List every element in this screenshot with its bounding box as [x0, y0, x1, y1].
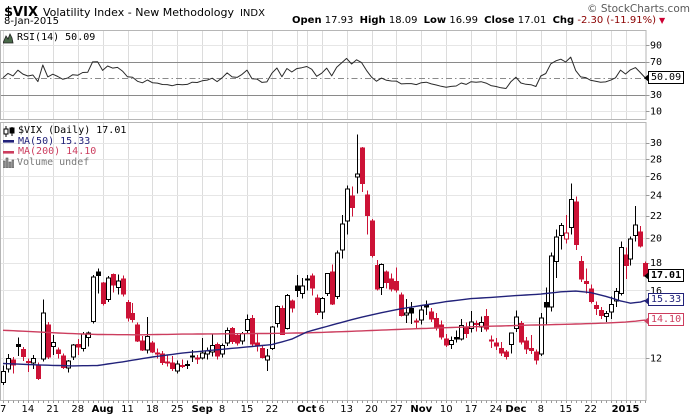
volume-bars-icon: [3, 157, 14, 169]
symbol-exchange: INDX: [239, 8, 265, 19]
svg-text:8: 8: [538, 404, 544, 415]
stockcharts-credit: © StockCharts.com: [587, 3, 690, 15]
symbol-label: $VIX: [4, 5, 38, 20]
svg-text:22: 22: [584, 404, 597, 415]
svg-text:28: 28: [71, 404, 84, 415]
ma50-value: 15.33: [651, 294, 682, 306]
svg-text:20: 20: [650, 233, 662, 244]
close-value: 17.01: [517, 15, 547, 26]
svg-text:20: 20: [365, 404, 378, 415]
chart-header: $VIX Volatility Index - New Methodology IN…: [4, 1, 265, 20]
main-legend-ma200: MA(200) 14.10: [18, 146, 97, 158]
ma50-value-box: 15.33: [644, 293, 685, 307]
svg-text:Dec: Dec: [505, 404, 526, 415]
svg-text:2015: 2015: [612, 404, 640, 415]
svg-text:18: 18: [146, 404, 159, 415]
high-value: 18.09: [388, 15, 418, 26]
box-pointer: [644, 272, 649, 281]
svg-text:28: 28: [650, 154, 662, 165]
svg-text:13: 13: [340, 404, 353, 415]
rsi-area-icon: [3, 32, 14, 44]
svg-text:17: 17: [465, 404, 478, 415]
ma200-value-box: 14.10: [644, 313, 685, 327]
rsi-value-box: 50.09: [644, 70, 685, 84]
svg-text:18: 18: [650, 258, 662, 269]
rsi-legend-label: RSI(14) 50.09: [17, 32, 96, 44]
svg-text:Nov: Nov: [410, 404, 432, 415]
svg-text:12: 12: [650, 353, 662, 364]
main-legend: $VIX (Daily) 17.01 MA(50) 15.33 MA(200) …: [3, 125, 127, 169]
low-value: 16.99: [449, 15, 478, 26]
svg-text:15: 15: [241, 404, 254, 415]
svg-text:26: 26: [650, 172, 662, 183]
open-label: Open: [292, 15, 322, 26]
main-legend-ma50: MA(50) 15.33: [18, 135, 91, 147]
box-pointer: [644, 296, 649, 305]
svg-text:6: 6: [319, 404, 325, 415]
svg-text:70: 70: [650, 57, 662, 68]
svg-text:24: 24: [490, 404, 503, 415]
svg-text:Aug: Aug: [92, 404, 114, 415]
svg-text:7: 7: [0, 404, 6, 415]
chart-date: 8-Jan-2015: [4, 16, 59, 27]
svg-text:22: 22: [266, 404, 279, 415]
svg-text:24: 24: [650, 191, 662, 202]
svg-text:10: 10: [650, 107, 662, 118]
svg-text:16: 16: [650, 286, 662, 297]
rsi-value: 50.09: [651, 71, 682, 83]
svg-text:90: 90: [650, 41, 662, 52]
symbol-name: Volatility Index - New Methodology: [42, 6, 234, 19]
high-label: High: [359, 15, 386, 26]
chg-label: Chg: [552, 15, 575, 26]
rsi-legend: RSI(14) 50.09: [3, 33, 95, 44]
svg-text:30: 30: [650, 90, 662, 101]
svg-text:14: 14: [22, 404, 35, 415]
open-value: 17.93: [324, 15, 354, 26]
svg-text:27: 27: [390, 404, 403, 415]
svg-text:15: 15: [559, 404, 572, 415]
ma200-value: 14.10: [651, 314, 682, 326]
main-legend-volume: Volume undef: [17, 156, 90, 168]
low-label: Low: [423, 15, 447, 26]
chg-down-arrow-icon: ▼: [658, 16, 666, 25]
last-close-value: 17.01: [651, 269, 682, 281]
close-label: Close: [484, 15, 515, 26]
svg-text:22: 22: [650, 211, 662, 222]
svg-text:25: 25: [171, 404, 184, 415]
ma50-line-icon: [3, 140, 14, 143]
svg-text:10: 10: [440, 404, 453, 415]
svg-text:Oct: Oct: [297, 404, 316, 415]
svg-text:11: 11: [121, 404, 134, 415]
ohlc-quote-bar: Open 17.93 High 18.09 Low 16.99 Close 17…: [292, 15, 668, 26]
candlestick-icon: [3, 125, 15, 137]
main-legend-symbol: $VIX (Daily) 17.01: [18, 125, 127, 137]
svg-text:8: 8: [219, 404, 225, 415]
ma200-line-icon: [3, 150, 14, 154]
box-pointer: [644, 74, 649, 83]
svg-text:Sep: Sep: [192, 404, 213, 415]
chg-value: -2.30 (-11.91%): [577, 15, 656, 26]
svg-text:21: 21: [46, 404, 59, 415]
last-close-box: 17.01: [644, 268, 685, 282]
box-pointer: [644, 316, 649, 325]
svg-text:30: 30: [650, 138, 662, 149]
